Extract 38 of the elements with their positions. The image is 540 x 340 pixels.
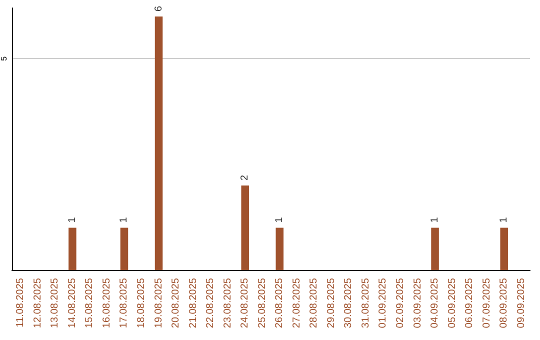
x-tick-label: 17.08.2025 xyxy=(118,278,130,328)
x-tick-label: 23.08.2025 xyxy=(222,278,234,328)
x-tick-label: 11.08.2025 xyxy=(15,278,26,328)
x-tick-label: 24.08.2025 xyxy=(240,278,251,328)
x-tick-label: 19.08.2025 xyxy=(153,278,164,328)
x-tick-label: 01.09.2025 xyxy=(378,278,389,328)
x-tick-label: 26.08.2025 xyxy=(274,278,286,328)
x-tick-label: 21.08.2025 xyxy=(188,278,199,328)
x-tick-label: 13.08.2025 xyxy=(50,278,61,328)
x-tick-label: 27.08.2025 xyxy=(291,278,302,328)
x-tick-label: 28.08.2025 xyxy=(308,278,320,328)
y-tick-label: 5 xyxy=(0,56,8,61)
x-tick-label: 18.08.2025 xyxy=(136,278,147,328)
x-tick-label: 03.09.2025 xyxy=(412,278,424,328)
data-label: 1 xyxy=(118,216,130,223)
data-label: 2 xyxy=(240,174,251,180)
x-tick-label: 02.09.2025 xyxy=(395,278,406,328)
data-label: 1 xyxy=(66,216,78,223)
x-tick-label: 20.08.2025 xyxy=(170,278,182,328)
x-tick-label: 31.08.2025 xyxy=(360,278,372,328)
x-tick-label: 15.08.2025 xyxy=(84,278,96,328)
data-label: 6 xyxy=(153,5,164,12)
x-tick-label: 08.09.2025 xyxy=(498,278,510,328)
x-tick-label: 25.08.2025 xyxy=(256,278,268,328)
x-tick-label: 12.08.2025 xyxy=(32,278,44,328)
data-label: 1 xyxy=(430,216,441,223)
x-tick-label: 06.09.2025 xyxy=(464,278,476,328)
x-tick-label: 09.09.2025 xyxy=(516,278,527,328)
x-tick-label: 14.08.2025 xyxy=(66,278,78,328)
x-tick-label: 30.08.2025 xyxy=(343,278,354,328)
x-tick-label: 29.08.2025 xyxy=(326,278,337,328)
x-tick-label: 07.09.2025 xyxy=(481,278,492,328)
x-tick-label: 04.09.2025 xyxy=(430,278,441,328)
data-label: 1 xyxy=(498,216,510,223)
data-label: 1 xyxy=(274,216,286,223)
x-tick-label: 22.08.2025 xyxy=(205,278,216,328)
x-tick-label: 16.08.2025 xyxy=(101,278,112,328)
x-tick-label: 05.09.2025 xyxy=(446,278,458,328)
